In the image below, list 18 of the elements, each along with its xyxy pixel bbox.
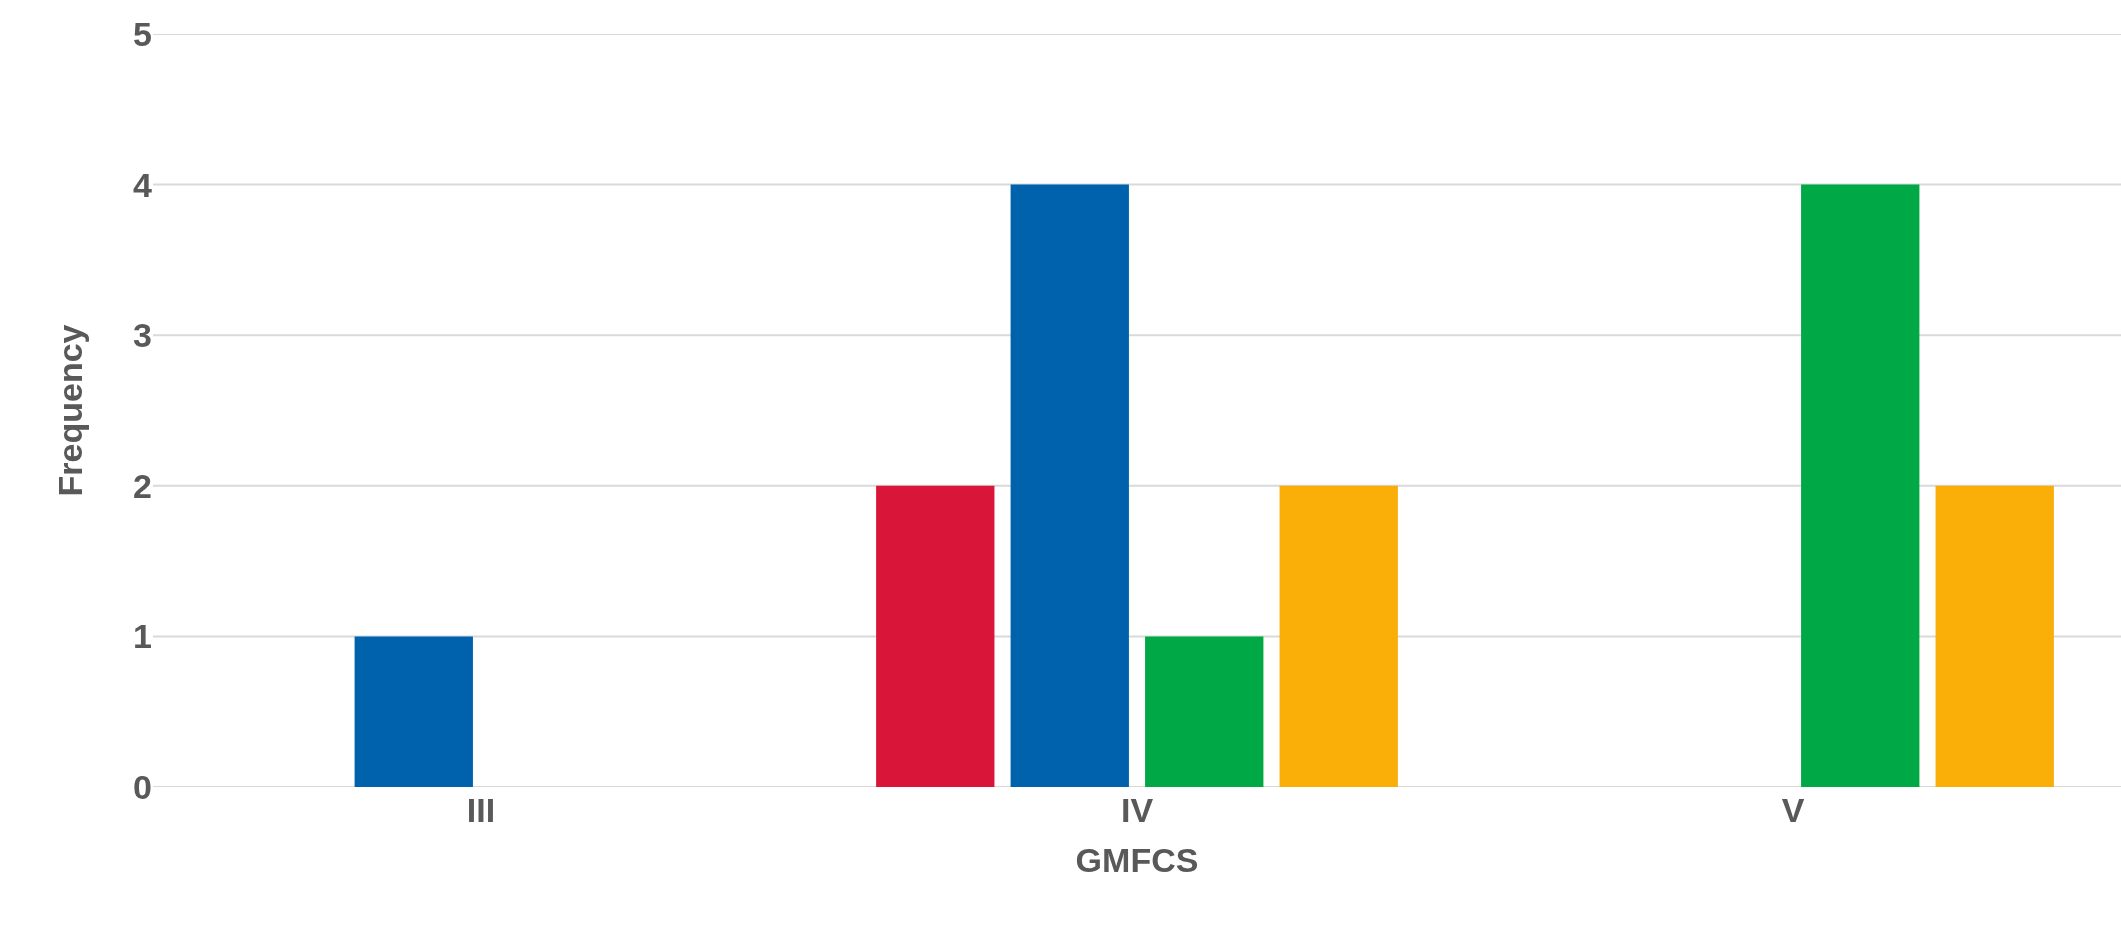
- bar: [876, 485, 995, 787]
- y-tick-label: 1: [133, 617, 152, 656]
- y-tick-label: 4: [133, 165, 153, 204]
- y-axis-title: Frequency: [50, 324, 89, 497]
- bar: [354, 636, 473, 787]
- bar: [1935, 485, 2054, 787]
- y-tick-label: 2: [133, 466, 152, 505]
- y-tick-label: 3: [133, 316, 152, 355]
- bar: [1010, 184, 1129, 787]
- bar: [1279, 485, 1398, 787]
- y-tick-label: 0: [133, 767, 152, 806]
- bar: [1145, 636, 1264, 787]
- y-tick-label: 5: [133, 14, 152, 53]
- x-tick-label: V: [1781, 791, 1805, 829]
- x-axis-title: GMFCS: [1075, 841, 1199, 880]
- bar: [1801, 184, 1920, 787]
- x-tick-label: III: [466, 791, 496, 829]
- x-tick-label: IV: [1120, 791, 1154, 829]
